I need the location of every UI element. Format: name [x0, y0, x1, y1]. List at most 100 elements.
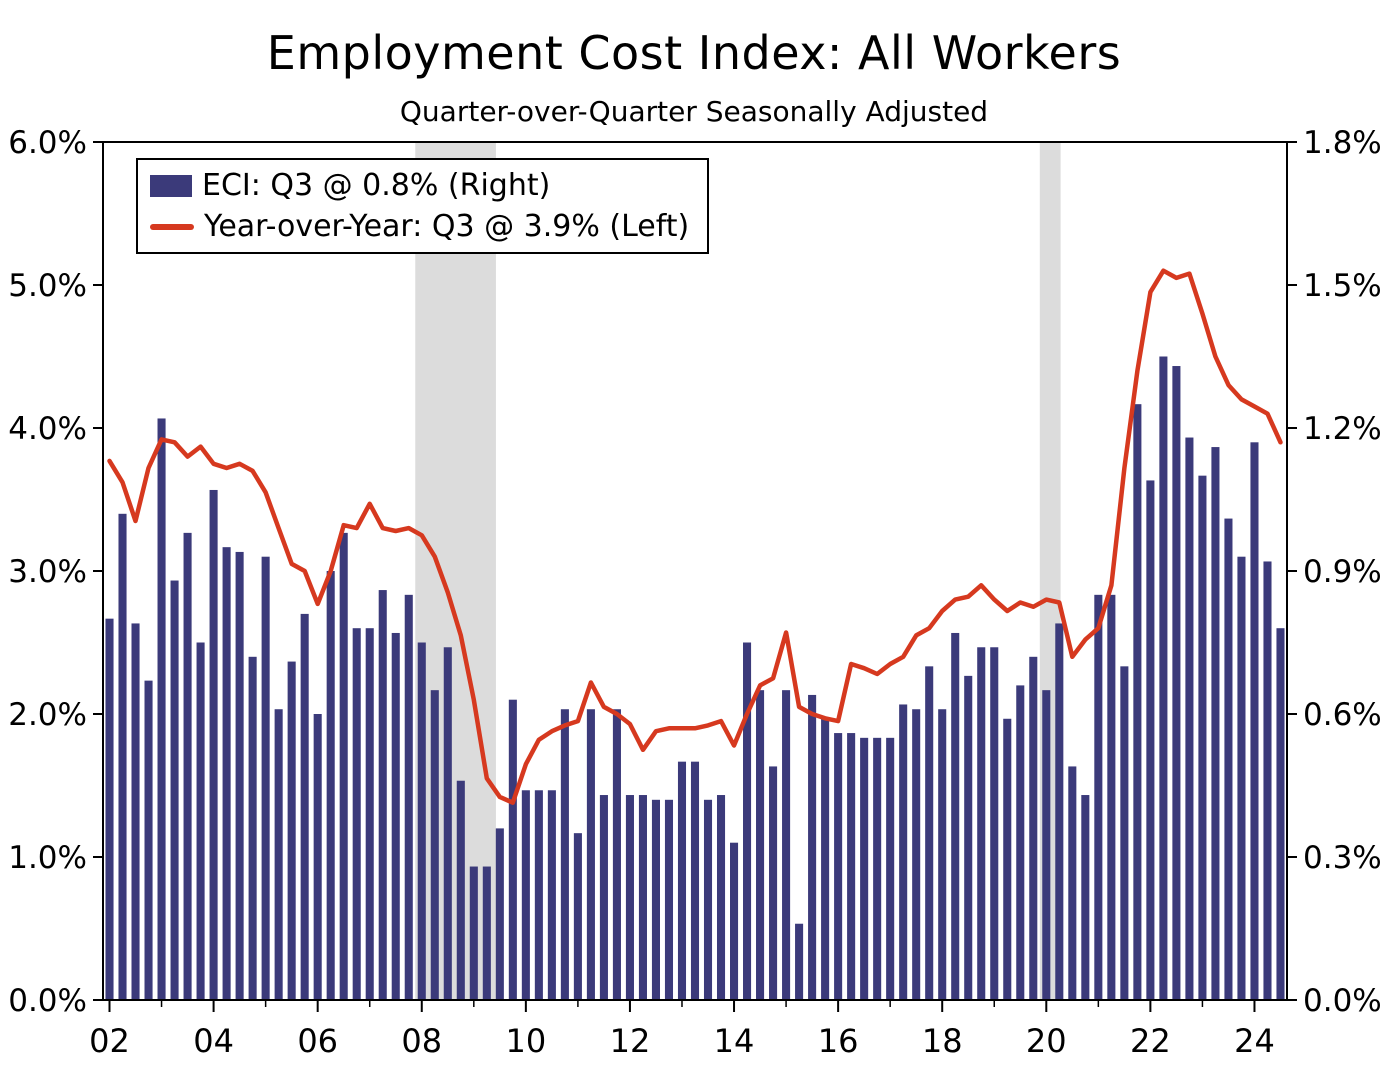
eci-bar — [1107, 594, 1116, 1000]
eci-bar — [716, 795, 726, 1000]
eci-bar — [560, 709, 569, 1000]
x-axis: 02 04 06 08 10 12 14 16 18 20 22 24 — [89, 1000, 1275, 1060]
eci-bar — [1042, 690, 1051, 1000]
eci-bar — [586, 709, 595, 1000]
eci-bar — [1055, 623, 1064, 1000]
x-axis-tick-label: 20 — [1026, 1022, 1067, 1060]
eci-bar — [170, 580, 179, 1000]
eci-bar — [703, 799, 713, 1000]
eci-bar — [1068, 766, 1077, 1000]
eci-bar — [274, 709, 283, 1000]
eci-bar — [990, 647, 999, 1000]
eci-bar — [482, 866, 491, 1000]
x-axis-tick-label: 22 — [1130, 1022, 1171, 1060]
eci-bar — [261, 556, 270, 1000]
right-axis-tick-label: 0.3% — [1303, 840, 1382, 876]
x-axis-tick-label: 12 — [610, 1022, 651, 1060]
eci-bar — [573, 833, 582, 1000]
eci-bar — [677, 761, 687, 1000]
eci-bar — [1172, 366, 1181, 1000]
eci-bar — [1250, 442, 1259, 1000]
eci-bar — [534, 790, 543, 1000]
eci-bar — [417, 642, 426, 1000]
eci-bar — [365, 628, 374, 1000]
eci-bar — [1276, 628, 1285, 1000]
eci-bar — [287, 661, 296, 1000]
eci-bar — [196, 642, 205, 1000]
eci-bar — [599, 795, 608, 1000]
left-axis-tick-label: 1.0% — [8, 840, 87, 876]
x-axis-tick-label: 02 — [89, 1022, 130, 1060]
eci-bar — [430, 690, 439, 1000]
eci-bar — [1185, 437, 1194, 1000]
right-axis-tick-label: 1.2% — [1303, 411, 1382, 447]
left-axis-tick-label: 2.0% — [8, 697, 87, 733]
eci-bar — [690, 761, 700, 1000]
eci-bar — [795, 923, 804, 1000]
eci-bar — [183, 532, 192, 1000]
eci-bar — [469, 866, 478, 1000]
eci-bar — [638, 795, 647, 1000]
eci-bar — [782, 690, 791, 1000]
legend-label-yoy: Year-over-Year: Q3 @ 3.9% (Left) — [204, 209, 690, 244]
left-axis: 0.0% 1.0% 2.0% 3.0% 4.0% 5.0% 6.0% — [8, 125, 103, 1019]
eci-bars — [105, 356, 1285, 1001]
eci-bar — [886, 737, 895, 1000]
right-axis-tick-label: 0.9% — [1303, 554, 1382, 590]
eci-bar — [1081, 795, 1090, 1000]
legend-item-yoy: Year-over-Year: Q3 @ 3.9% (Left) — [150, 209, 689, 244]
eci-bar — [339, 532, 348, 1000]
eci-bar — [521, 790, 530, 1000]
legend-item-eci: ECI: Q3 @ 0.8% (Right) — [150, 168, 689, 203]
eci-bar — [508, 699, 517, 1000]
x-axis-tick-label: 10 — [505, 1022, 546, 1060]
eci-bar — [144, 680, 153, 1000]
eci-bar — [404, 594, 413, 1000]
left-axis-tick-label: 4.0% — [8, 411, 87, 447]
eci-bar — [1263, 561, 1272, 1000]
eci-bar — [729, 842, 739, 1000]
eci-bar — [1120, 666, 1129, 1000]
eci-bar — [1211, 447, 1220, 1001]
eci-bar — [808, 694, 817, 1000]
eci-bar — [743, 642, 752, 1000]
eci-bar — [352, 628, 361, 1000]
eci-bar — [1159, 356, 1168, 1000]
eci-bar — [612, 709, 621, 1000]
right-axis-tick-label: 0.0% — [1303, 983, 1382, 1019]
eci-bar-swatch — [150, 174, 192, 197]
eci-bar — [1016, 685, 1025, 1000]
eci-bar — [925, 666, 934, 1000]
eci-bar — [326, 571, 335, 1000]
eci-bar — [821, 718, 830, 1000]
eci-bar — [547, 790, 556, 1000]
eci-bar — [391, 632, 400, 1000]
eci-bar — [378, 590, 387, 1000]
eci-bar — [300, 613, 309, 1000]
eci-bar — [222, 547, 231, 1000]
eci-bar — [118, 513, 127, 1000]
eci-bar — [625, 795, 634, 1000]
eci-bar — [938, 709, 947, 1000]
eci-bar — [1237, 556, 1246, 1000]
eci-bar — [495, 828, 504, 1000]
eci-bar — [456, 780, 465, 1000]
x-axis-tick-label: 16 — [818, 1022, 859, 1060]
eci-bar — [1198, 475, 1207, 1001]
eci-bar — [860, 737, 869, 1000]
eci-bar — [847, 733, 856, 1000]
left-axis-tick-label: 6.0% — [8, 125, 87, 161]
legend-label-eci: ECI: Q3 @ 0.8% (Right) — [202, 168, 551, 203]
eci-bar — [105, 618, 114, 1000]
eci-bar — [1146, 480, 1155, 1000]
eci-bar — [769, 766, 778, 1000]
x-axis-tick-label: 04 — [193, 1022, 234, 1060]
eci-bar — [756, 690, 765, 1000]
eci-bar — [912, 709, 921, 1000]
eci-bar — [899, 704, 908, 1000]
eci-bar — [131, 623, 140, 1000]
eci-bar — [664, 799, 674, 1000]
eci-bar — [964, 675, 973, 1000]
